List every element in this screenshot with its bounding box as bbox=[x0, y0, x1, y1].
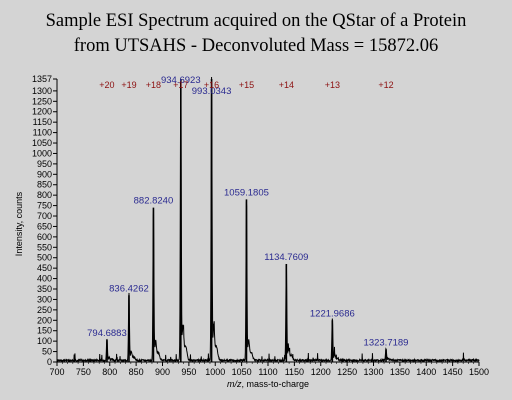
peak-label: 1059.1805 bbox=[224, 187, 269, 198]
x-tick-label: 850 bbox=[129, 367, 144, 377]
peak-label: 1323.7189 bbox=[364, 337, 409, 348]
y-axis-label: Intensity, counts bbox=[14, 191, 24, 256]
x-tick-label: 800 bbox=[102, 367, 117, 377]
y-tick-label: 350 bbox=[37, 284, 52, 294]
x-tick-label: 1200 bbox=[311, 367, 331, 377]
peak-label: 1221.9686 bbox=[310, 308, 355, 319]
x-axis-label-rest: , mass-to-charge bbox=[241, 379, 309, 389]
peak-label: 1134.7609 bbox=[264, 252, 308, 263]
y-tick-label: 1100 bbox=[33, 128, 52, 138]
y-tick-label: 700 bbox=[37, 211, 52, 221]
y-tick-label: 900 bbox=[37, 169, 52, 179]
y-tick-label: 0 bbox=[47, 357, 52, 367]
x-axis-label-italic: m/z bbox=[227, 379, 242, 389]
charge-state-label: +18 bbox=[146, 80, 161, 90]
y-tick-label: 400 bbox=[37, 274, 52, 284]
x-tick-label: 750 bbox=[76, 367, 91, 377]
x-tick-label: 1050 bbox=[232, 367, 252, 377]
y-tick-label: 1000 bbox=[32, 148, 52, 158]
x-tick-label: 1100 bbox=[258, 367, 277, 377]
x-tick-label: 1000 bbox=[205, 367, 225, 377]
peak-label: 934.6923 bbox=[161, 75, 201, 86]
y-tick-label: 250 bbox=[37, 305, 52, 315]
x-tick-label: 1450 bbox=[443, 367, 463, 377]
y-tick-label: 1150 bbox=[33, 117, 52, 127]
y-tick-label: 50 bbox=[42, 347, 52, 357]
charge-state-label: +17 bbox=[173, 80, 188, 90]
charge-state-label: +14 bbox=[279, 80, 294, 90]
x-tick-label: 1350 bbox=[390, 367, 410, 377]
spectrum-line bbox=[56, 76, 480, 364]
y-tick-label: 300 bbox=[37, 294, 52, 304]
chart-title-line-2: from UTSAHS - Deconvoluted Mass = 15872.… bbox=[73, 36, 439, 56]
y-tick-label: 150 bbox=[37, 326, 52, 336]
peak-label: 882.8240 bbox=[134, 196, 174, 207]
charge-state-label: +20 bbox=[99, 80, 114, 90]
x-tick-label: 1500 bbox=[469, 367, 489, 377]
charge-state-label: +12 bbox=[378, 80, 393, 90]
y-tick-label: 450 bbox=[37, 263, 52, 273]
charge-state-label: +15 bbox=[239, 80, 254, 90]
peak-label: 993.0343 bbox=[192, 86, 232, 97]
y-tick-label: 1250 bbox=[32, 96, 52, 106]
y-tick-label: 600 bbox=[37, 232, 52, 242]
charge-state-label: +13 bbox=[325, 80, 340, 90]
x-tick-label: 1300 bbox=[363, 367, 383, 377]
spectrum-trace bbox=[56, 76, 480, 364]
y-tick-label: 1200 bbox=[32, 107, 52, 117]
x-tick-label: 950 bbox=[181, 367, 196, 377]
y-tick-label: 550 bbox=[37, 242, 52, 252]
y-tick-label: 1050 bbox=[32, 138, 52, 148]
axes: 700 750 800 850 900 950 1000 1050 1100 1150 1200 12… bbox=[32, 74, 489, 377]
y-tick-label: 200 bbox=[37, 315, 52, 325]
y-tick-label: 850 bbox=[37, 180, 52, 190]
y-tick-label: 750 bbox=[37, 201, 52, 211]
x-axis-label: m/z, mass-to-charge bbox=[227, 379, 309, 389]
x-tick-label: 900 bbox=[155, 367, 170, 377]
y-tick-label: 100 bbox=[37, 336, 52, 346]
x-tick-label: 700 bbox=[49, 367, 64, 377]
y-tick-label: 800 bbox=[37, 190, 52, 200]
x-tick-label: 1250 bbox=[337, 367, 357, 377]
y-tick-label: 950 bbox=[37, 159, 52, 169]
charge-state-label: +19 bbox=[121, 80, 136, 90]
peak-label: 836.4262 bbox=[109, 283, 149, 294]
y-tick-label: 500 bbox=[37, 253, 52, 263]
y-tick-label: 1357 bbox=[32, 74, 52, 84]
y-tick-label: 1300 bbox=[32, 86, 52, 96]
charge-state-label: +16 bbox=[204, 80, 219, 90]
y-tick-label: 650 bbox=[37, 221, 52, 231]
x-tick-label: 1400 bbox=[416, 367, 436, 377]
peak-labels: 794.6883 836.4262 882.8240 934.6923993.0343… bbox=[87, 75, 408, 348]
chart-title-line-1: Sample ESI Spectrum acquired on the QSta… bbox=[45, 11, 467, 31]
x-tick-label: 1150 bbox=[285, 367, 304, 377]
peak-label: 794.6883 bbox=[87, 328, 127, 339]
